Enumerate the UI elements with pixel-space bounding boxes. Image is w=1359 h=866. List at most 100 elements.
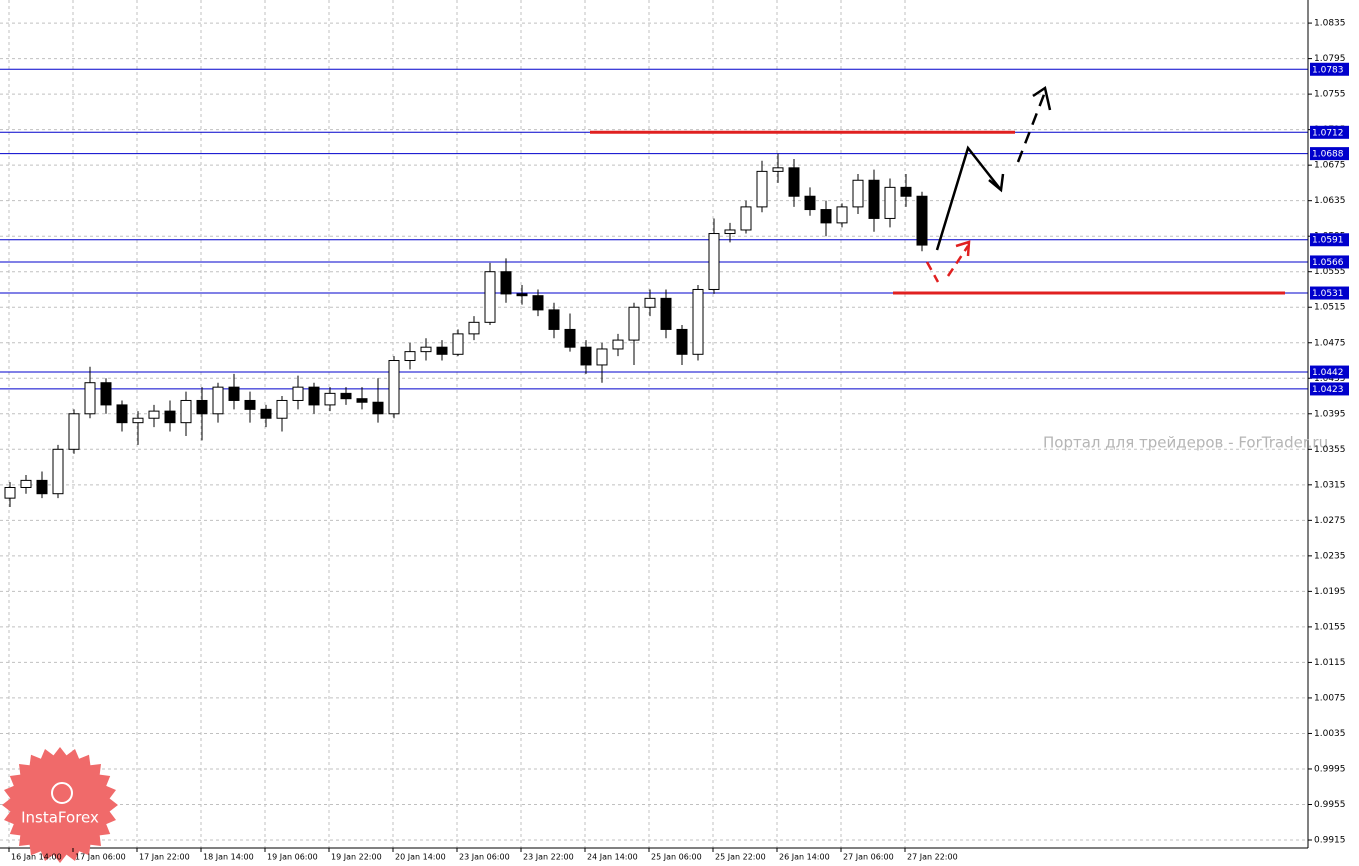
x-tick-label: 19 Jan 06:00 — [267, 853, 318, 862]
candle-body — [388, 360, 400, 415]
candle-body — [468, 321, 480, 335]
candle-body — [820, 209, 832, 224]
candle-body — [660, 297, 672, 330]
candle-body — [580, 346, 592, 366]
level-label-box — [1310, 62, 1349, 76]
candle-body — [692, 288, 704, 355]
candle-body — [596, 348, 608, 366]
candle-body — [180, 399, 192, 424]
candle-body — [500, 271, 512, 295]
candle-body — [644, 297, 656, 308]
plot — [0, 68, 1308, 508]
candle-body — [548, 309, 560, 330]
candle-body — [452, 333, 464, 355]
level-label-box — [1310, 233, 1349, 247]
candle-body — [196, 399, 208, 415]
candle-body — [868, 179, 880, 219]
level-label-box — [1310, 286, 1349, 300]
candle-body — [564, 328, 576, 348]
level-label: 1.0688 — [1312, 150, 1344, 160]
logo: InstaForex — [2, 747, 118, 863]
candle-body — [244, 399, 256, 410]
candle-body — [324, 392, 336, 406]
candle-body — [340, 392, 352, 400]
candle-body — [100, 382, 112, 406]
y-tick-label: 1.0195 — [1314, 587, 1346, 597]
x-tick-label: 23 Jan 06:00 — [459, 853, 510, 862]
candle-body — [212, 386, 224, 415]
y-tick-label: 1.0475 — [1314, 338, 1346, 348]
candle-body — [148, 410, 160, 419]
candle-body — [36, 479, 48, 495]
level-label: 1.0783 — [1312, 65, 1344, 75]
x-tick-label: 17 Jan 06:00 — [75, 853, 126, 862]
x-tick-label: 26 Jan 14:00 — [779, 853, 830, 862]
x-tick-label: 23 Jan 22:00 — [523, 853, 574, 862]
logo-icon — [51, 782, 73, 804]
candle-body — [740, 206, 752, 231]
candle-body — [308, 386, 320, 406]
candle-body — [276, 399, 288, 419]
forecast-dashed — [946, 245, 970, 277]
candle-body — [772, 167, 784, 172]
arrow-head — [1032, 85, 1052, 111]
candle-body — [852, 179, 864, 208]
candle-body — [116, 404, 128, 424]
x-tick-label: 24 Jan 14:00 — [587, 853, 638, 862]
candle-body — [164, 410, 176, 424]
arrow-head — [988, 173, 1005, 193]
y-tick-label: 1.0675 — [1314, 161, 1346, 171]
y-tick-label: 1.0795 — [1314, 54, 1346, 64]
y-tick-label: 0.9995 — [1314, 764, 1346, 774]
candle-body — [484, 271, 496, 323]
candle-body — [900, 186, 912, 197]
candle-body — [436, 346, 448, 355]
level-label: 1.0423 — [1312, 385, 1344, 395]
x-tick-label: 25 Jan 22:00 — [715, 853, 766, 862]
y-tick-label: 1.0035 — [1314, 729, 1346, 739]
candle-body — [676, 328, 688, 355]
x-tick-label: 19 Jan 22:00 — [331, 853, 382, 862]
candle-body — [356, 398, 368, 403]
y-tick-label: 0.9955 — [1314, 800, 1346, 810]
logo-text: InstaForex — [21, 809, 99, 827]
level-label: 1.0712 — [1312, 128, 1344, 138]
y-tick-label: 1.0635 — [1314, 196, 1346, 206]
level-label-box — [1310, 365, 1349, 379]
y-tick-label: 1.0355 — [1314, 445, 1346, 455]
watermark: Портал для трейдеров - ForTrader.ru — [1043, 434, 1328, 452]
level-label-box — [1310, 382, 1349, 396]
x-tick-label: 18 Jan 14:00 — [203, 853, 254, 862]
forecast-line — [935, 145, 1002, 251]
level-label-box — [1310, 147, 1349, 161]
y-tick-label: 1.0275 — [1314, 516, 1346, 526]
candle-body — [292, 386, 304, 401]
level-label-box — [1310, 125, 1349, 139]
x-tick-label: 25 Jan 06:00 — [651, 853, 702, 862]
candle-body — [260, 408, 272, 419]
candle-body — [532, 295, 544, 311]
level-label: 1.0442 — [1312, 368, 1344, 378]
level-label-box — [1310, 255, 1349, 269]
candle-body — [228, 386, 240, 401]
y-tick-label: 1.0435 — [1314, 374, 1346, 384]
y-tick-label: 1.0155 — [1314, 622, 1346, 632]
forecast-dashed — [1016, 91, 1047, 163]
candle-body — [20, 479, 32, 488]
logo-badge — [2, 747, 118, 863]
candle-body — [132, 417, 144, 424]
y-tick-label: 1.0235 — [1314, 551, 1346, 561]
candle-body — [756, 170, 768, 208]
candle-body — [68, 413, 80, 450]
y-tick-label: 1.0395 — [1314, 409, 1346, 419]
candle-body — [884, 186, 896, 219]
candle-body — [628, 306, 640, 341]
y-tick-label: 1.0555 — [1314, 267, 1346, 277]
candle-body — [836, 206, 848, 224]
y-tick-label: 0.9915 — [1314, 836, 1346, 846]
forecast-arrows — [925, 85, 1052, 283]
y-tick-label: 1.0515 — [1314, 303, 1346, 313]
candle-body — [84, 382, 96, 415]
